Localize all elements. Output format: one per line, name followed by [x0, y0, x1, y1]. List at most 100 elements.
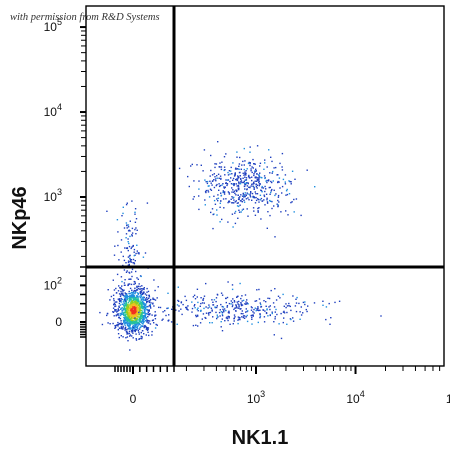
event-dot — [255, 199, 258, 202]
event-dot — [140, 294, 142, 296]
event-dot — [147, 313, 149, 315]
event-dot — [120, 326, 122, 328]
event-dot — [290, 201, 292, 204]
event-dot — [258, 178, 260, 181]
event-dot — [204, 191, 207, 193]
event-dot — [197, 315, 199, 317]
event-dot — [156, 324, 158, 326]
event-dot — [116, 324, 119, 326]
event-dot — [206, 180, 209, 183]
event-dot — [129, 328, 131, 330]
event-dot — [221, 318, 223, 320]
event-dot — [220, 292, 223, 294]
event-dot — [227, 221, 229, 223]
event-dot — [245, 198, 248, 200]
event-dot — [210, 189, 213, 191]
event-dot — [216, 198, 218, 200]
event-dot — [253, 174, 255, 177]
event-dot — [123, 302, 126, 304]
event-dot — [304, 301, 306, 303]
event-dot — [191, 301, 193, 303]
event-dot — [233, 318, 235, 320]
event-dot — [115, 292, 118, 294]
event-dot — [236, 156, 238, 158]
event-dot — [113, 254, 116, 256]
event-dot — [244, 303, 246, 305]
event-dot — [250, 309, 253, 311]
event-dot — [132, 316, 134, 318]
event-dot — [225, 198, 227, 200]
event-dot — [126, 247, 128, 249]
event-dot — [140, 337, 142, 340]
event-dot — [322, 300, 324, 302]
event-dot — [151, 319, 154, 322]
event-dot — [134, 301, 137, 304]
event-dot — [117, 314, 119, 316]
event-dot — [146, 329, 149, 331]
event-dot — [136, 302, 138, 304]
event-dot — [260, 218, 262, 220]
event-dot — [247, 215, 249, 217]
event-dot — [137, 287, 140, 290]
event-dot — [280, 312, 282, 315]
event-dot — [266, 199, 268, 201]
event-dot — [247, 162, 250, 165]
event-dot — [278, 177, 281, 179]
event-dot — [133, 315, 135, 317]
event-dot — [128, 325, 130, 327]
event-dot — [265, 180, 267, 182]
event-dot — [246, 188, 248, 191]
event-dot — [106, 210, 108, 212]
event-dot — [130, 259, 133, 261]
event-dot — [192, 198, 194, 200]
event-dot — [165, 314, 167, 317]
event-dot — [212, 316, 214, 318]
event-dot — [251, 179, 253, 182]
event-dot — [235, 167, 237, 169]
event-dot — [152, 298, 154, 300]
event-dot — [177, 286, 179, 288]
event-dot — [149, 304, 151, 307]
event-dot — [206, 182, 209, 185]
event-dot — [257, 306, 259, 308]
event-dot — [246, 208, 248, 210]
event-dot — [129, 261, 131, 263]
watermark-text: with permission from R&D Systems — [10, 12, 160, 23]
event-dot — [236, 151, 238, 153]
event-dot — [117, 310, 119, 312]
event-dot — [238, 209, 240, 211]
event-dot — [212, 301, 214, 303]
event-dot — [256, 309, 258, 311]
event-dot — [114, 325, 117, 327]
event-dot — [243, 199, 245, 202]
event-dot — [130, 323, 132, 325]
event-dot — [143, 287, 145, 289]
event-dot — [127, 241, 129, 243]
event-dot — [263, 194, 265, 196]
event-dot — [124, 303, 126, 305]
event-dot — [243, 168, 245, 171]
event-dot — [139, 288, 141, 290]
event-dot — [123, 307, 126, 309]
event-dot — [256, 180, 258, 182]
event-dot — [233, 199, 235, 201]
event-dot — [143, 311, 145, 314]
event-dot — [242, 316, 245, 319]
event-dot — [129, 235, 131, 238]
event-dot — [129, 317, 131, 319]
event-dot — [255, 186, 258, 188]
event-dot — [211, 184, 213, 186]
event-dot — [113, 315, 115, 317]
event-dot — [233, 183, 235, 185]
event-dot — [334, 301, 336, 304]
event-dot — [141, 290, 143, 292]
event-dot — [135, 319, 137, 321]
event-dot — [254, 300, 256, 302]
x-axis-ticks — [114, 366, 441, 374]
event-dot — [264, 204, 266, 206]
event-dot — [151, 330, 153, 333]
event-dot — [176, 304, 179, 306]
event-dot — [216, 314, 218, 316]
event-dot — [236, 178, 238, 180]
event-dot — [295, 198, 298, 200]
